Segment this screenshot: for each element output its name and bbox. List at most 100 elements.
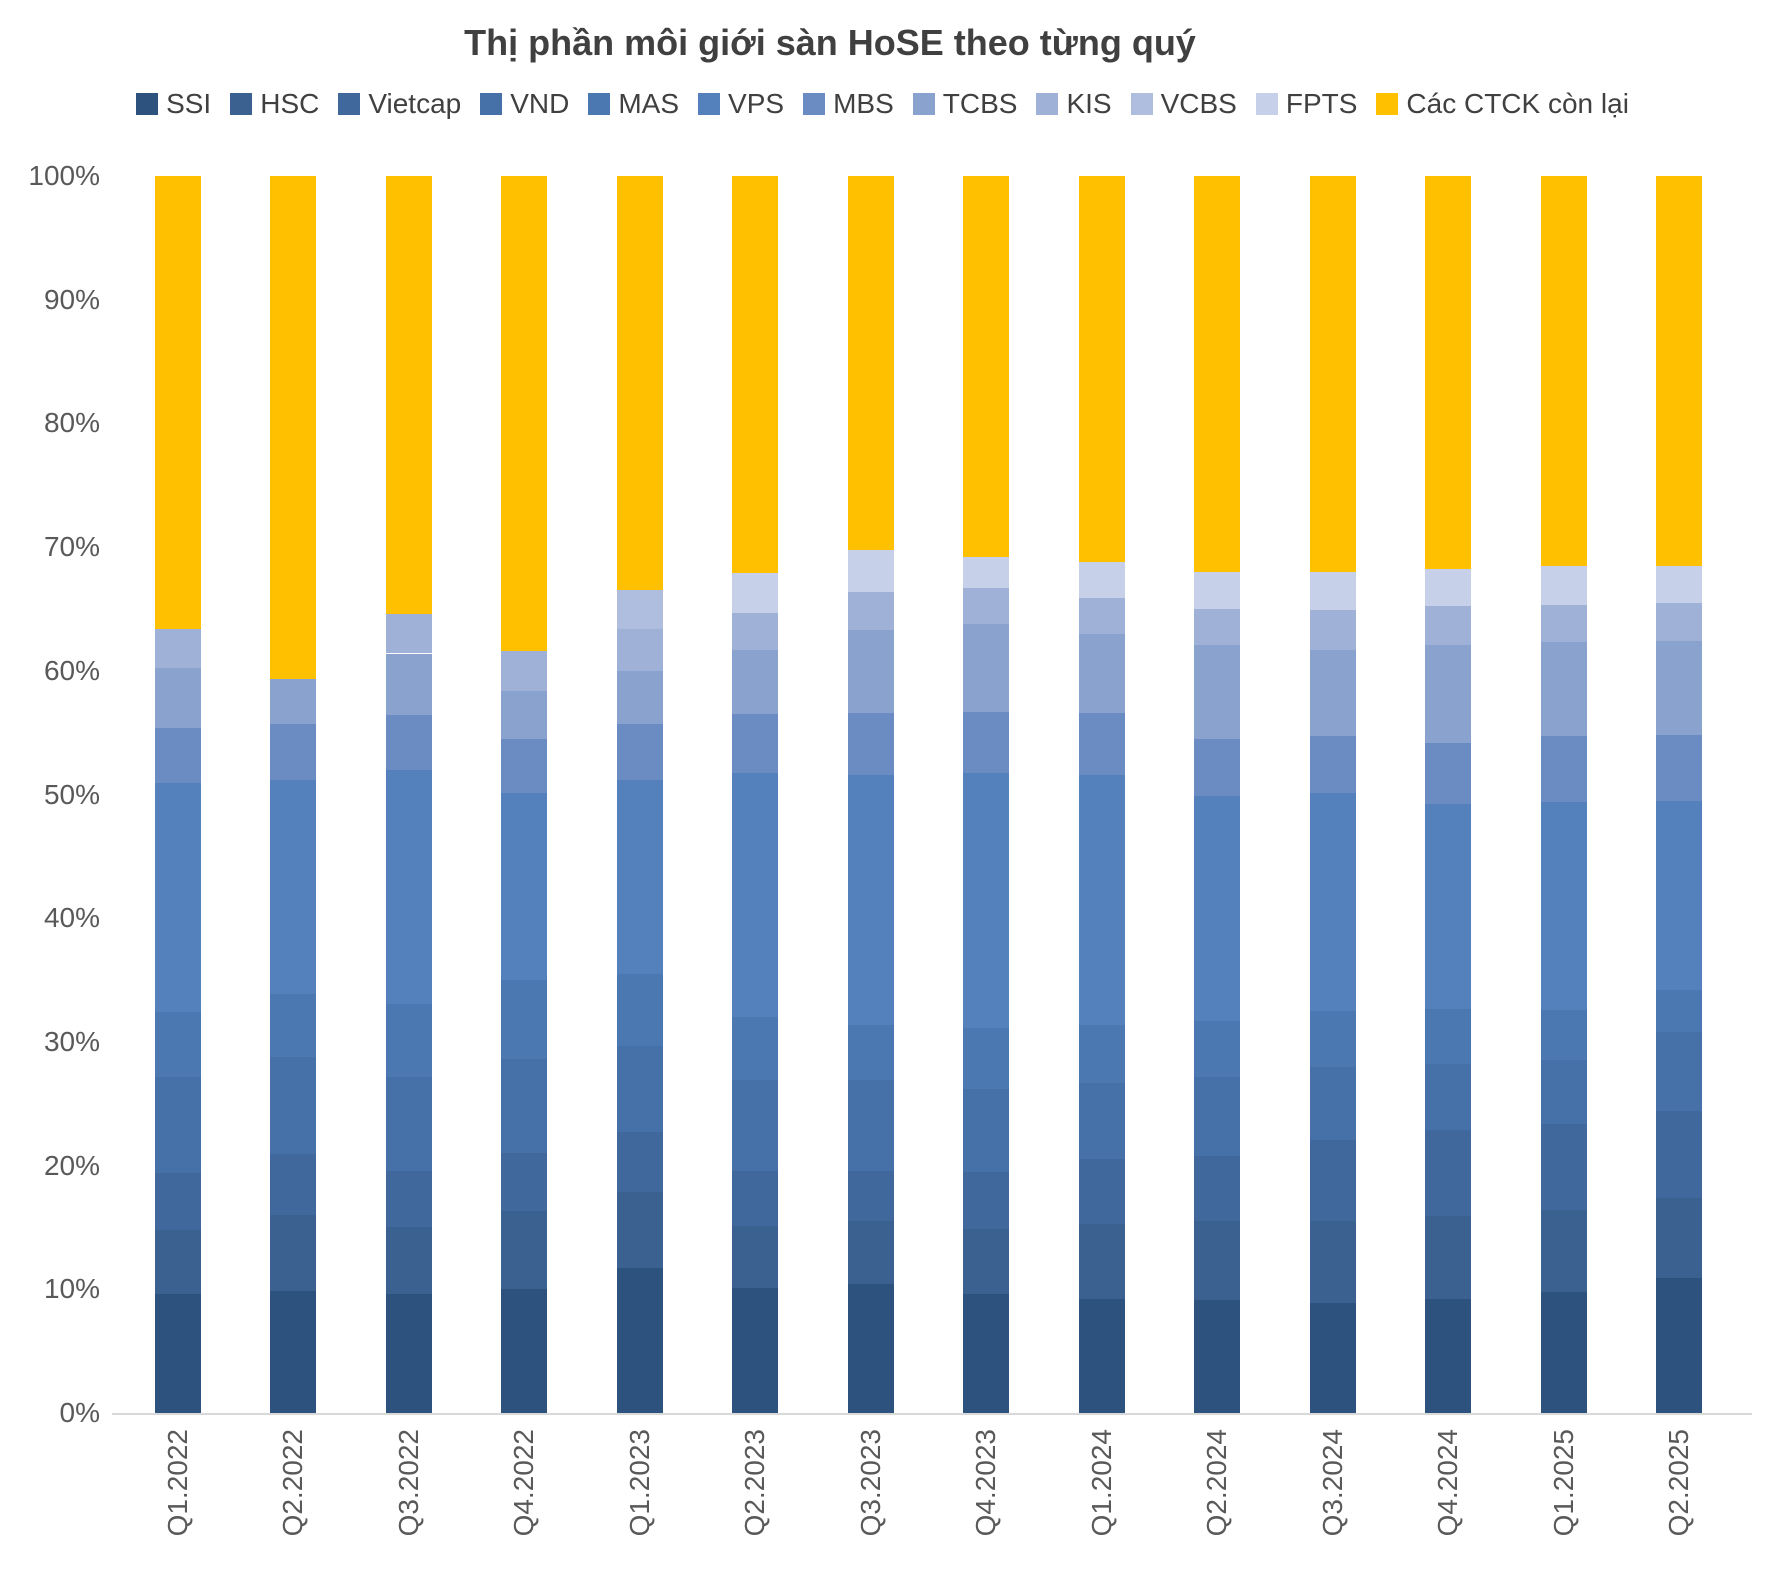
bar-segment-Các CTCK còn lại — [1656, 176, 1702, 566]
bar-Q2.2024 — [1194, 176, 1240, 1413]
bar-segment-Vietcap — [501, 1153, 547, 1212]
x-tick-label: Q3.2024 — [1316, 1429, 1348, 1537]
x-tick-label: Q2.2024 — [1201, 1429, 1232, 1537]
x-tick-label: Q3.2023 — [854, 1429, 886, 1537]
legend-label: Các CTCK còn lại — [1406, 88, 1629, 119]
bar-segment-SSI — [1425, 1299, 1471, 1413]
legend-label: KIS — [1066, 88, 1112, 119]
bar-segment-HSC — [1656, 1197, 1702, 1279]
x-tick-label: Q1.2024 — [1085, 1429, 1117, 1537]
bar-Q3.2023 — [847, 176, 894, 1413]
bar-segment-SSI — [1656, 1278, 1702, 1413]
bar-segment-TCBS — [154, 668, 201, 728]
bar-segment-SSI — [1309, 1302, 1356, 1413]
bar-segment-HSC — [501, 1211, 547, 1290]
bar-segment-Các CTCK còn lại — [732, 176, 778, 574]
legend-swatch — [1130, 93, 1153, 115]
bar-segment-MAS — [1194, 1020, 1240, 1077]
legend-item: VPS — [698, 88, 784, 120]
legend-label: VPS — [728, 88, 785, 119]
bar-segment-SSI — [847, 1284, 894, 1413]
bar-segment-HSC — [963, 1228, 1009, 1295]
legend-swatch — [136, 93, 159, 115]
legend-label: TCBS — [942, 88, 1018, 119]
bar-segment-VPS — [616, 779, 663, 974]
bar-segment-VPS — [963, 773, 1009, 1029]
bar-segment-MAS — [1425, 1008, 1471, 1065]
bar-segment-SSI — [616, 1268, 663, 1413]
bar-segment-HSC — [1540, 1210, 1587, 1292]
bar-segment-MAS — [847, 1024, 894, 1081]
bar-segment-VND — [385, 1076, 432, 1171]
legend-item: VND — [480, 88, 569, 120]
legend-item: HSC — [230, 88, 319, 120]
legend-swatch — [698, 93, 721, 115]
bar-segment-Các CTCK còn lại — [1309, 176, 1356, 572]
bar-segment-VND — [732, 1080, 778, 1171]
bar-segment-FPTS — [1540, 565, 1587, 606]
bar-segment-MBS — [501, 738, 547, 794]
bar-segment-Các CTCK còn lại — [1425, 176, 1471, 570]
bar-segment-HSC — [1078, 1223, 1125, 1300]
bar-segment-MBS — [616, 724, 663, 780]
x-tick-label: Q4.2023 — [970, 1429, 1001, 1537]
bar-segment-TCBS — [1194, 644, 1240, 739]
legend-item: MAS — [588, 88, 679, 120]
bar-segment-FPTS — [963, 557, 1009, 588]
legend-label: MAS — [618, 88, 680, 119]
bar-segment-TCBS — [1656, 641, 1702, 736]
y-tick-label: 80% — [43, 407, 100, 439]
bar-segment-Vietcap — [1425, 1129, 1471, 1217]
bar-segment-MAS — [963, 1028, 1009, 1089]
bar-segment-KIS — [732, 612, 778, 650]
y-tick-label: 70% — [43, 531, 100, 563]
bar-segment-TCBS — [501, 690, 547, 739]
y-tick-label: 60% — [43, 654, 100, 686]
bar-segment-HSC — [385, 1227, 432, 1295]
legend-swatch — [1036, 93, 1059, 115]
bar-segment-Vietcap — [963, 1171, 1009, 1229]
bar-segment-Các CTCK còn lại — [385, 176, 432, 614]
bar-segment-VND — [1540, 1060, 1587, 1124]
bar-segment-VCBS — [616, 590, 663, 629]
bar-segment-KIS — [1309, 610, 1356, 650]
bar-segment-KIS — [1194, 608, 1240, 645]
legend-label: FPTS — [1285, 88, 1358, 119]
bar-segment-KIS — [963, 587, 1009, 624]
x-tick-label: Q2.2023 — [739, 1429, 770, 1537]
legend-swatch — [803, 93, 826, 115]
bar-segment-MAS — [154, 1012, 201, 1077]
bar-Q4.2023 — [963, 176, 1009, 1413]
bar-segment-KIS — [1656, 602, 1702, 642]
bar-Q1.2022 — [154, 176, 201, 1413]
bar-segment-VND — [847, 1080, 894, 1171]
bar-segment-HSC — [847, 1221, 894, 1285]
legend-swatch — [588, 93, 611, 115]
y-tick-label: 90% — [43, 283, 100, 315]
bar-Q1.2023 — [616, 176, 663, 1413]
bar-segment-VPS — [1309, 793, 1356, 1011]
bar-segment-Vietcap — [1540, 1123, 1587, 1211]
y-tick-label: 40% — [43, 902, 100, 934]
y-tick-label: 30% — [43, 1025, 100, 1057]
bar-segment-Các CTCK còn lại — [501, 176, 547, 652]
bar-segment-SSI — [270, 1290, 316, 1413]
bar-segment-MBS — [1540, 736, 1587, 802]
bar-segment-SSI — [154, 1294, 201, 1413]
bar-segment-VPS — [1540, 801, 1587, 1010]
legend-label: MBS — [833, 88, 894, 119]
bar-segment-Vietcap — [385, 1170, 432, 1228]
bar-segment-MBS — [847, 712, 894, 775]
legend-swatch — [912, 93, 935, 115]
bar-segment-KIS — [1425, 606, 1471, 645]
bar-segment-Vietcap — [1656, 1111, 1702, 1198]
legend-swatch — [480, 93, 503, 115]
bar-segment-Các CTCK còn lại — [963, 176, 1009, 557]
bar-segment-Các CTCK còn lại — [1078, 176, 1125, 562]
bar-segment-Vietcap — [1309, 1139, 1356, 1222]
bar-segment-SSI — [501, 1289, 547, 1413]
bar-segment-HSC — [154, 1229, 201, 1295]
legend: SSI HSC Vietcap VND MAS VPS MBS TCBS KIS VCBS FPTS… — [0, 88, 1765, 120]
bar-segment-VND — [501, 1059, 547, 1154]
bar-segment-MAS — [501, 980, 547, 1060]
